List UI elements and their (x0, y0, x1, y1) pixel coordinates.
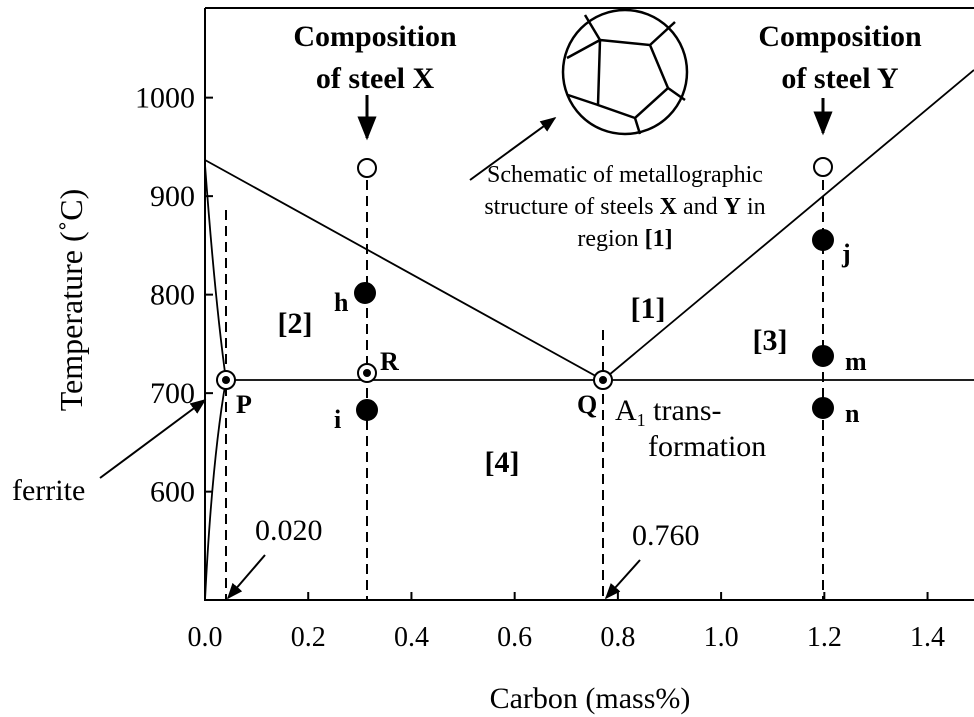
heading: Composition (758, 20, 922, 53)
y-tick-label: 800 (150, 279, 195, 312)
markers (216, 157, 834, 421)
point-label: i (334, 405, 341, 434)
caption-part: in (741, 194, 766, 220)
caption: structure of steels X and Y in (484, 194, 765, 220)
x-tick-label: 0.0 (188, 622, 223, 653)
x-tick-label: 0.6 (497, 622, 532, 653)
caption: Schematic of metallographic (487, 162, 763, 188)
point-label: j (841, 239, 851, 268)
y-axis-label: Temperature (˚C) (53, 189, 89, 412)
heading: of steel Y (781, 62, 899, 95)
labels: Composition of steel X Composition of st… (12, 20, 922, 715)
region: [3] (753, 324, 788, 357)
y-tick-label: 700 (150, 377, 195, 410)
transformation-label: formation (648, 430, 766, 463)
point-label: P (236, 390, 252, 419)
heading: Composition (293, 20, 457, 53)
ferrite-label: ferrite (12, 474, 85, 507)
heading: of steel X (316, 62, 435, 95)
transformation-label: A1 trans- (615, 394, 721, 430)
x-axis-label: Carbon (mass%) (490, 682, 691, 715)
frame (204, 7, 974, 601)
caption-part: structure of steels (484, 194, 659, 220)
x-tick-label: 1.2 (807, 622, 842, 653)
region: [4] (485, 446, 520, 479)
composition-label: 0.760 (632, 519, 700, 552)
text-part: trans- (646, 394, 722, 427)
region: [2] (278, 307, 313, 340)
arrows (357, 95, 833, 141)
y-tick-label: 1000 (135, 82, 195, 115)
x-tick-label: 0.4 (394, 622, 429, 653)
point-label: m (845, 347, 867, 376)
x-tick-label: 0.2 (291, 622, 326, 653)
point-label: Q (577, 390, 597, 419)
x-tick-label: 1.4 (910, 622, 945, 653)
ticks: 0.0 0.2 0.4 0.6 0.8 1.0 1.2 1.4 600 700 800 900 1000 (135, 82, 945, 653)
pointer-arrows (99, 117, 641, 600)
y-tick-label: 900 (150, 180, 195, 213)
composition-label: 0.020 (255, 514, 323, 547)
point-label: h (334, 288, 349, 317)
text-part: A (615, 394, 637, 427)
caption-part: X (660, 194, 678, 220)
caption-part: [1] (645, 226, 673, 252)
caption-part: and (677, 194, 724, 220)
region: [1] (631, 292, 666, 325)
point-label: n (845, 399, 860, 428)
caption-part: region (577, 226, 644, 252)
caption: region [1] (577, 226, 672, 252)
caption-part: Y (724, 194, 741, 220)
x-tick-label: 1.0 (704, 622, 739, 653)
point-label: R (380, 347, 399, 376)
y-tick-label: 600 (150, 476, 195, 509)
text-part: 1 (637, 410, 646, 430)
x-tick-label: 0.8 (600, 622, 635, 653)
microstructure (561, 8, 689, 136)
